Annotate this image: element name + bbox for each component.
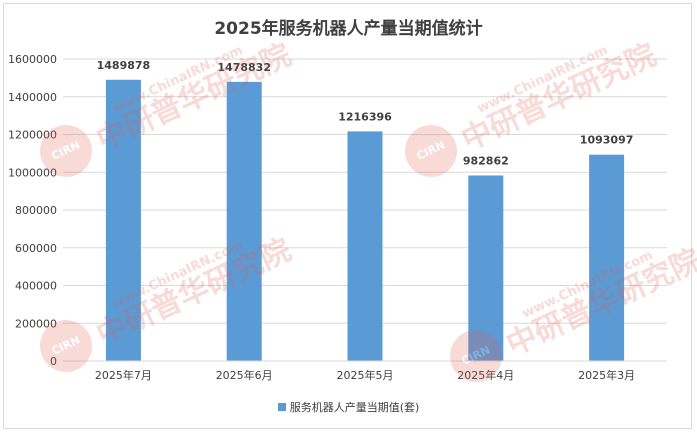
y-tick-label: 600000 — [15, 242, 57, 255]
y-tick-label: 400000 — [15, 280, 57, 293]
x-tick-label: 2025年3月 — [578, 368, 635, 382]
y-tick-label: 0 — [50, 355, 57, 368]
y-tick-label: 800000 — [15, 204, 57, 217]
y-tick-label: 1400000 — [8, 91, 57, 104]
legend-swatch — [277, 403, 286, 411]
data-label: 1478832 — [217, 61, 271, 74]
legend-label: 服务机器人产量当期值(套) — [289, 401, 420, 414]
y-tick-label: 1600000 — [8, 53, 57, 66]
data-labels: 1489878 1478832 1216396 982862 1093097 — [97, 59, 634, 168]
bar — [226, 81, 262, 362]
x-tick-label: 2025年4月 — [457, 368, 514, 382]
y-tick-label: 200000 — [15, 317, 57, 330]
bar — [468, 175, 504, 361]
bar — [105, 79, 141, 362]
y-tick-label: 1000000 — [8, 166, 57, 179]
chart-title: 2025年服务机器人产量当期值统计 — [214, 19, 483, 39]
data-label: 1093097 — [580, 134, 634, 147]
bar — [347, 131, 383, 361]
x-tick-label: 2025年6月 — [216, 368, 273, 382]
data-label: 1216396 — [338, 110, 392, 123]
bars — [105, 79, 625, 362]
y-axis-ticks: 0 200000 400000 600000 800000 1000000 1200000 1… — [8, 53, 57, 368]
x-tick-label: 2025年7月 — [95, 368, 152, 382]
bar — [589, 154, 625, 361]
data-label: 982862 — [463, 154, 509, 167]
y-tick-label: 1200000 — [8, 129, 57, 142]
legend: 服务机器人产量当期值(套) — [0, 399, 697, 415]
x-tick-label: 2025年5月 — [337, 368, 394, 382]
data-label: 1489878 — [97, 59, 151, 72]
x-axis-ticks: 2025年7月 2025年6月 2025年5月 2025年4月 2025年3月 — [95, 368, 635, 382]
